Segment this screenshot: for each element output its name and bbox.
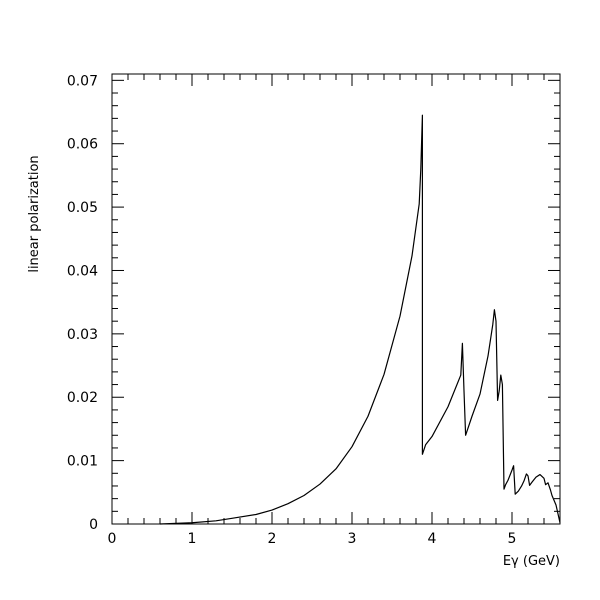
y-tick-label: 0.01	[67, 454, 98, 470]
series-line	[159, 114, 561, 525]
x-tick-label: 2	[268, 531, 277, 547]
y-axis-label: linear polarization	[27, 155, 42, 272]
x-tick-label: 3	[348, 531, 357, 547]
y-tick-label: 0.03	[67, 327, 98, 343]
y-tick-label: 0	[89, 517, 98, 533]
x-tick-label: 5	[508, 531, 517, 547]
x-tick-label: 1	[188, 531, 197, 547]
y-tick-label: 0.07	[67, 73, 98, 89]
x-tick-labels: 0 1 2 3 4 5	[108, 531, 517, 547]
y-tick-label: 0.05	[67, 200, 98, 216]
y-tick-label: 0.04	[67, 263, 98, 279]
y-tick-labels: 0 0.01 0.02 0.03 0.04 0.05 0.06 0.07	[67, 73, 98, 533]
plot-frame	[111, 73, 561, 525]
x-tick-label: 4	[428, 531, 437, 547]
x-axis-label: Eγ (GeV)	[503, 554, 560, 569]
axis-ticks	[111, 74, 561, 525]
y-tick-label: 0.02	[67, 390, 98, 406]
x-tick-label: 0	[108, 531, 117, 547]
y-tick-label: 0.06	[67, 137, 98, 153]
